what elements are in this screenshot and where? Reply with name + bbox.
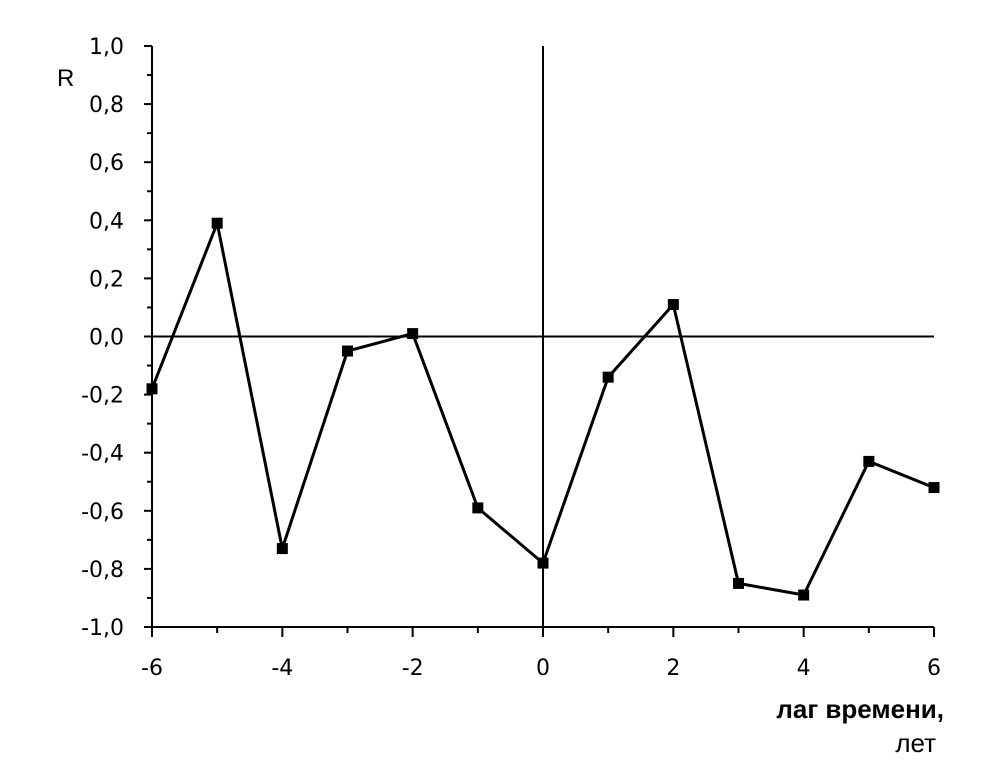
y-tick-label: -0,8	[81, 558, 124, 583]
y-tick-label: -1,0	[81, 616, 124, 641]
y-tick-label: 0,8	[89, 93, 124, 118]
data-point-marker	[667, 299, 679, 311]
data-point-marker	[798, 589, 810, 601]
x-tick-label: 2	[666, 656, 680, 681]
y-tick-label: 0,4	[89, 209, 124, 234]
y-tick-label: -0,4	[81, 442, 124, 467]
x-tick-label: 6	[927, 656, 941, 681]
data-point-marker	[472, 502, 484, 514]
data-point-marker	[211, 217, 223, 229]
x-axis-label: лаг времени,	[776, 694, 944, 724]
y-axis-label: R	[57, 65, 74, 92]
data-point-marker	[928, 482, 940, 494]
y-tick-label: 0,6	[89, 151, 124, 176]
data-point-marker	[342, 345, 353, 357]
axes	[151, 46, 934, 628]
data-point-marker	[146, 383, 158, 395]
x-tick-label: 0	[536, 656, 550, 681]
y-tick-label: 0,2	[89, 267, 124, 292]
x-tick-label: -2	[402, 656, 424, 681]
data-point-marker	[602, 371, 614, 383]
tick-marks	[144, 45, 935, 637]
x-tick-label: -6	[141, 656, 163, 681]
data-point-marker	[407, 328, 419, 340]
y-tick-label: 0,0	[89, 326, 124, 351]
y-tick-labels: 1,0 0,8 0,6 0,4 0,2 0,0 -0,2 -0,4 -0,6 -0,8 -1,0	[81, 35, 124, 641]
x-tick-labels: -6 -4 -2 0 2 4 6	[141, 656, 941, 681]
x-tick-label: -4	[271, 656, 293, 681]
data-point-marker	[537, 557, 549, 569]
data-point-marker	[733, 577, 744, 589]
y-tick-label: -0,6	[81, 500, 124, 525]
x-tick-label: 4	[797, 656, 811, 681]
series	[146, 217, 940, 601]
x-axis-unit-label: лет	[895, 728, 936, 758]
y-tick-label: 1,0	[89, 35, 124, 60]
data-point-marker	[863, 455, 875, 467]
y-tick-label: -0,2	[81, 384, 124, 409]
data-point-marker	[276, 543, 288, 555]
